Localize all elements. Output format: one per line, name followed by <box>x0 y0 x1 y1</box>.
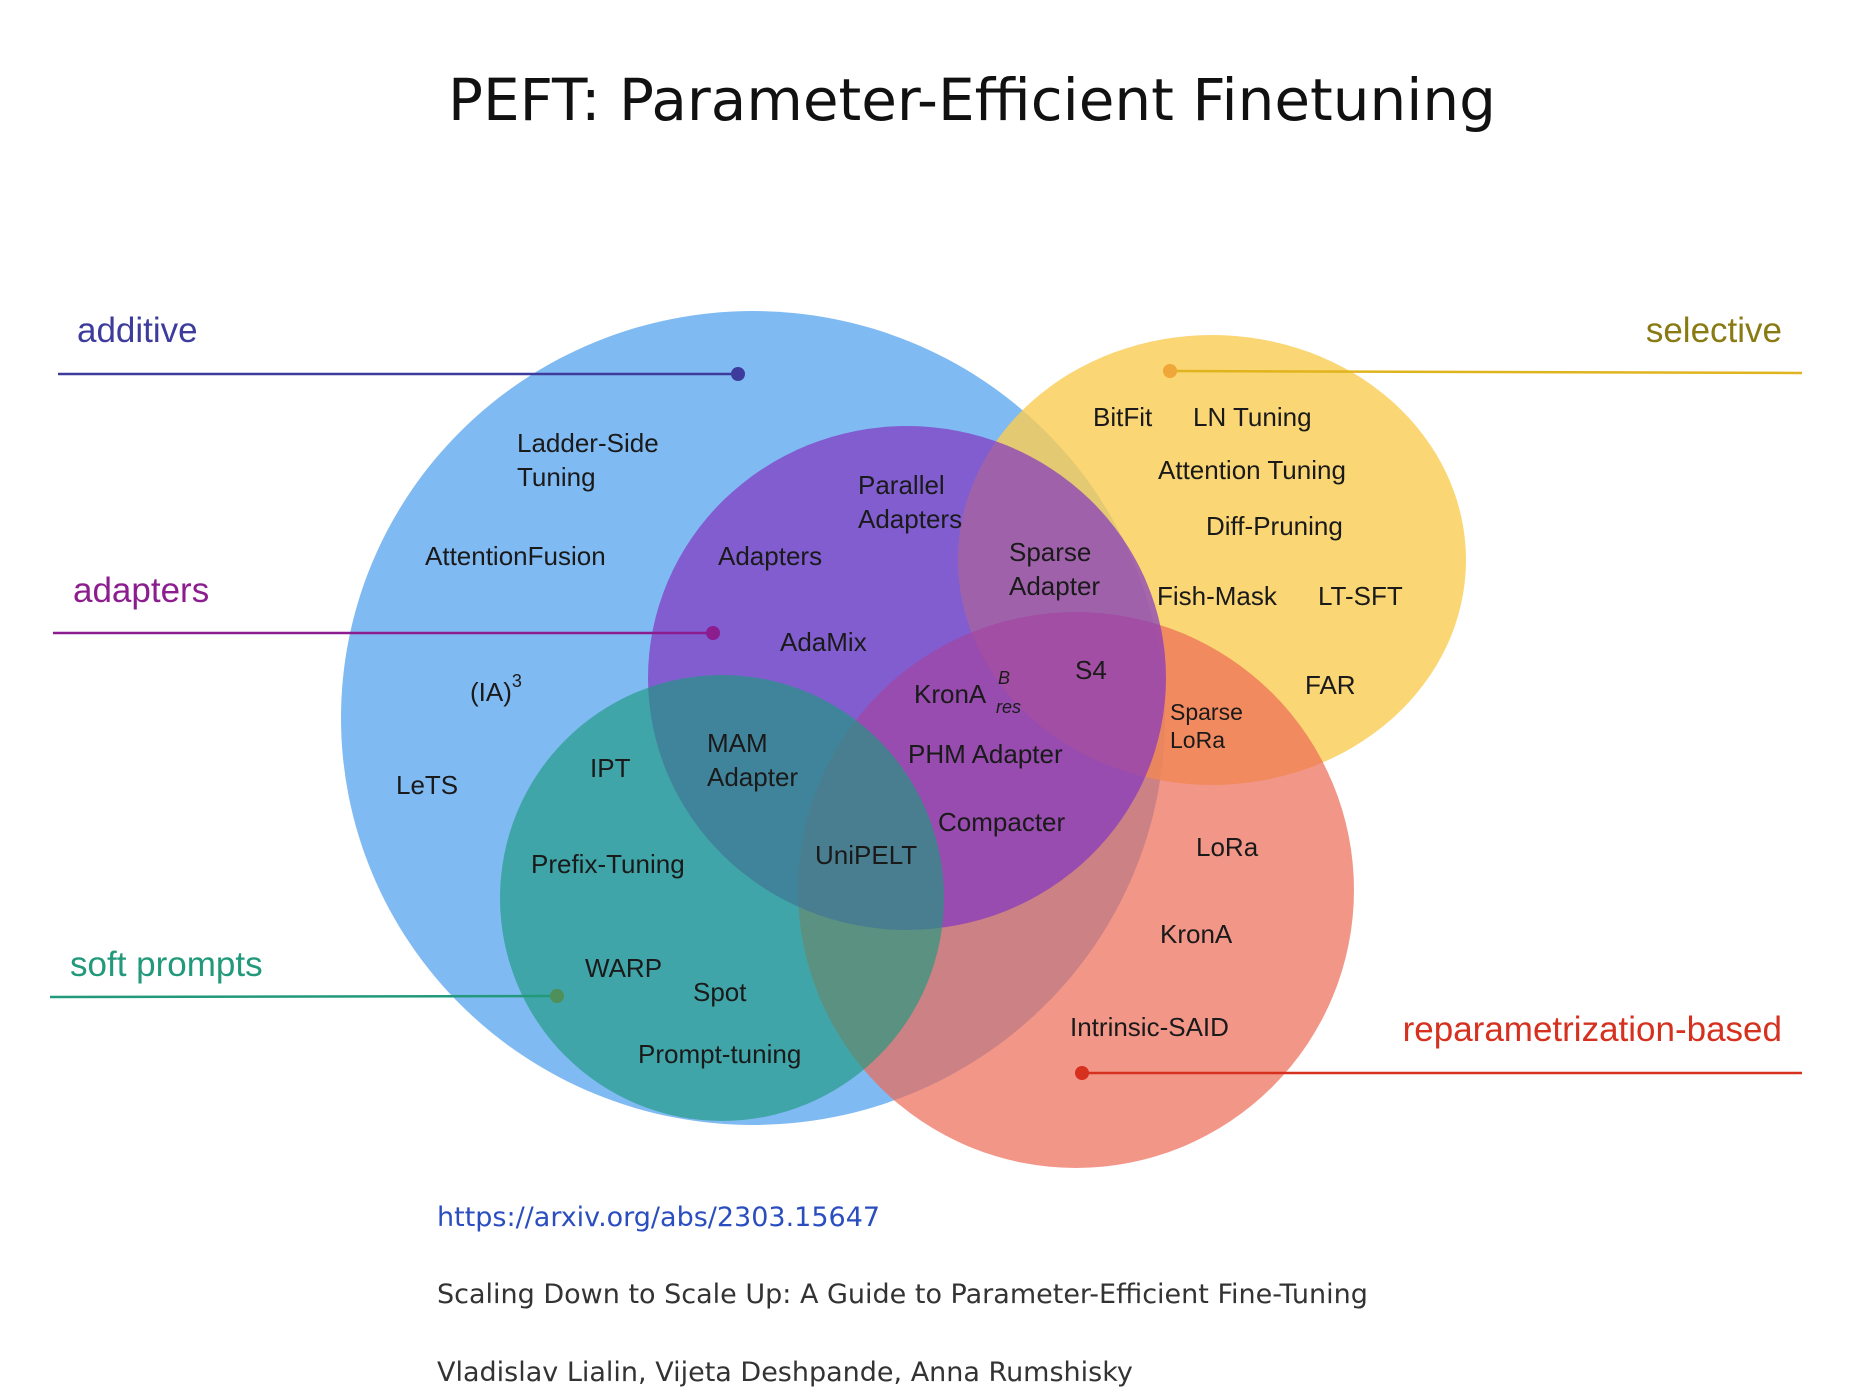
method-sparse-adapter-line1: Sparse <box>1009 537 1091 567</box>
method-ladder-side-tuning-line1: Ladder-Side <box>517 428 659 458</box>
category-leaders <box>49 364 1803 1080</box>
method-bitfit: BitFit <box>1093 402 1153 432</box>
method-far: FAR <box>1305 670 1356 700</box>
method-ladder-side-tuning-line2: Tuning <box>517 462 596 492</box>
category-label-soft-prompts: soft prompts <box>70 945 263 984</box>
category-label-additive: additive <box>77 311 198 350</box>
soft-prompts-leader-dot <box>550 989 564 1003</box>
paper-authors: Vladislav Lialin, Vijeta Deshpande, Anna… <box>437 1357 1133 1388</box>
method-sparse-lora-line1: Sparse <box>1170 699 1243 725</box>
method-parallel-adapters-line1: Parallel <box>858 470 945 500</box>
method-unipelt: UniPELT <box>815 840 917 870</box>
paper-title: Scaling Down to Scale Up: A Guide to Par… <box>437 1279 1368 1310</box>
method-compacter: Compacter <box>938 807 1065 837</box>
category-label-selective: selective <box>1646 311 1782 350</box>
method-sparse-lora-line2: LoRa <box>1170 727 1225 753</box>
method-mam-adapter-line2: Adapter <box>707 762 798 792</box>
adapters-leader-dot <box>706 626 720 640</box>
method-intrinsic-said: Intrinsic-SAID <box>1070 1012 1229 1042</box>
method-krona-res-base: KronA <box>914 679 987 709</box>
venn-regions <box>341 311 1466 1168</box>
method-ipt: IPT <box>590 753 631 783</box>
method-adamix: AdaMix <box>780 627 867 657</box>
method-attention-tuning: Attention Tuning <box>1158 455 1346 485</box>
method-diff-pruning: Diff-Pruning <box>1206 511 1343 541</box>
selective-leader-dot <box>1163 364 1177 378</box>
soft-prompts-region <box>500 675 944 1121</box>
method-krona: KronA <box>1160 919 1233 949</box>
method-attention-fusion: AttentionFusion <box>425 541 606 571</box>
category-label-reparametrization: reparametrization-based <box>1403 1010 1782 1049</box>
page-title: PEFT: Parameter-Efficient Finetuning <box>448 66 1496 134</box>
method-lora: LoRa <box>1196 832 1259 862</box>
additive-leader-dot <box>731 367 745 381</box>
paper-link[interactable]: https://arxiv.org/abs/2303.15647 <box>437 1202 880 1233</box>
method-spot: Spot <box>693 977 747 1007</box>
method-mam-adapter-line1: MAM <box>707 728 768 758</box>
method-krona-res-subscript: res <box>996 697 1021 717</box>
method-lt-sft: LT-SFT <box>1318 581 1403 611</box>
method-prefix-tuning: Prefix-Tuning <box>531 849 685 879</box>
method-fish-mask: Fish-Mask <box>1157 581 1278 611</box>
method-phm-adapter: PHM Adapter <box>908 739 1063 769</box>
selective-leader-line <box>1169 369 1803 375</box>
soft-prompts-leader-line <box>49 994 558 999</box>
method-parallel-adapters-line2: Adapters <box>858 504 962 534</box>
method-krona-res-superscript: B <box>998 668 1010 688</box>
method-s4: S4 <box>1075 655 1107 685</box>
category-label-adapters: adapters <box>73 571 209 610</box>
method-adapters: Adapters <box>718 541 822 571</box>
reparametrization-leader-dot <box>1075 1066 1089 1080</box>
method-ia3: (IA)3 <box>470 671 522 707</box>
method-sparse-adapter-line2: Adapter <box>1009 571 1100 601</box>
method-ln-tuning: LN Tuning <box>1193 402 1312 432</box>
method-warp: WARP <box>585 953 662 983</box>
method-ia3-base: (IA) <box>470 677 512 707</box>
method-ia3-superscript: 3 <box>512 671 522 691</box>
method-prompt-tuning: Prompt-tuning <box>638 1039 801 1069</box>
method-krona-res: KronA B res <box>914 668 1021 717</box>
method-labels: Ladder-Side Tuning AttentionFusion (IA)3… <box>396 402 1403 1069</box>
method-lets: LeTS <box>396 770 458 800</box>
